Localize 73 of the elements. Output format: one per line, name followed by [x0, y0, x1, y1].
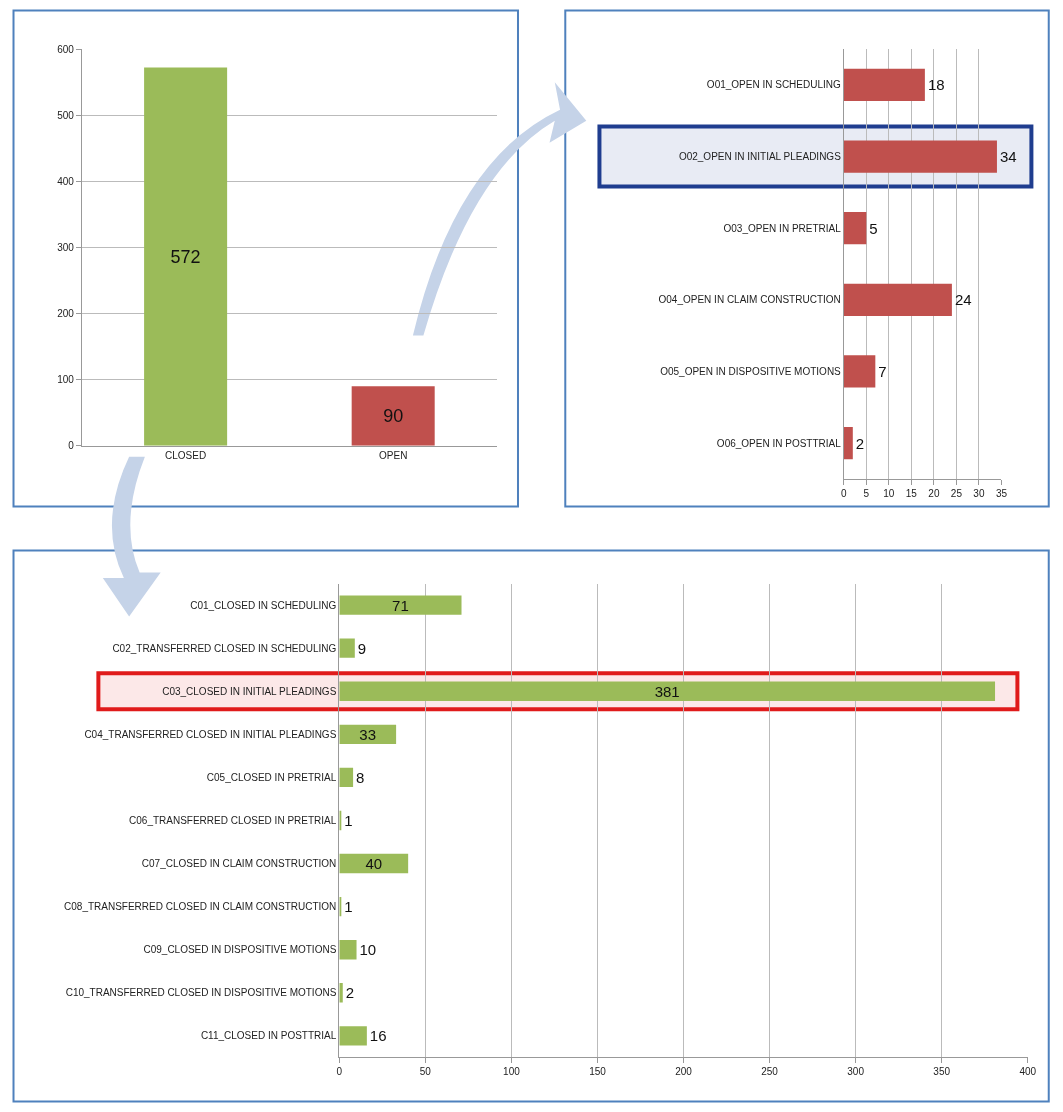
y-tick-label: O01_OPEN IN SCHEDULING: [706, 79, 842, 91]
bar: [843, 212, 867, 245]
y-tick-label: C06_TRANSFERRED CLOSED IN PRETRIAL: [129, 814, 337, 826]
data-label: 34: [999, 148, 1017, 166]
data-label: 1: [344, 898, 353, 916]
y-tick-label: O06_OPEN IN POSTTRIAL: [716, 437, 842, 449]
y-tick-label: O04_OPEN IN CLAIM CONSTRUCTION: [658, 294, 841, 306]
y-tick-label: 400: [57, 175, 75, 187]
bar: [339, 638, 355, 658]
y-tick-label: 300: [57, 241, 75, 253]
x-tick-label: 350: [933, 1066, 951, 1078]
y-tick-label: C01_CLOSED IN SCHEDULING: [190, 599, 337, 611]
data-label: 8: [356, 768, 365, 786]
x-tick-label: OPEN: [379, 449, 408, 461]
data-label: 71: [392, 596, 409, 614]
bar: [339, 681, 996, 701]
x-tick-label: 10: [883, 487, 895, 499]
y-tick-label: 100: [57, 374, 75, 386]
x-tick-label: 15: [905, 487, 918, 499]
x-tick-label: 100: [503, 1066, 521, 1078]
data-label: 33: [359, 725, 377, 743]
bar: [339, 940, 357, 960]
x-tick-label: 200: [675, 1066, 693, 1078]
data-label: 5: [869, 219, 878, 237]
y-tick-label: C11_CLOSED IN POSTTRIAL: [200, 1030, 337, 1042]
y-tick-label: O03_OPEN IN PRETRIAL: [723, 222, 842, 234]
bar: [843, 426, 853, 460]
data-label: 10: [359, 941, 377, 959]
data-label: 7: [878, 362, 887, 380]
x-tick-label: 50: [419, 1066, 432, 1078]
y-tick-label: C10_TRANSFERRED CLOSED IN DISPOSITIVE MOTIONS: [65, 987, 337, 999]
x-tick-label: 30: [973, 487, 985, 499]
y-tick-label: 200: [57, 308, 75, 320]
x-tick-label: 25: [950, 487, 963, 499]
data-label: 40: [365, 855, 383, 873]
y-tick-label: C02_TRANSFERRED CLOSED IN SCHEDULING: [112, 642, 337, 654]
bar: [843, 283, 952, 316]
y-tick-label: C05_CLOSED IN PRETRIAL: [206, 771, 337, 783]
data-label: 16: [369, 1027, 387, 1045]
y-tick-label: C04_TRANSFERRED CLOSED IN INITIAL PLEADINGS: [84, 728, 337, 740]
data-label: 18: [927, 76, 945, 94]
data-label: 381: [654, 682, 680, 700]
y-tick-label: 500: [57, 109, 75, 121]
bar: [339, 595, 462, 615]
x-tick-label: CLOSED: [165, 449, 207, 461]
bar: [843, 355, 876, 388]
y-tick-label: O02_OPEN IN INITIAL PLEADINGS: [678, 151, 842, 163]
y-tick-label: C09_CLOSED IN DISPOSITIVE MOTIONS: [143, 944, 337, 956]
bar: [339, 1026, 367, 1046]
x-tick-label: 5: [863, 487, 870, 499]
bar: [843, 140, 997, 173]
y-tick-label: C03_CLOSED IN INITIAL PLEADINGS: [162, 685, 337, 697]
data-label: 1: [344, 811, 353, 829]
x-tick-label: 250: [761, 1066, 779, 1078]
data-label: 90: [383, 406, 404, 427]
y-tick-label: 0: [68, 440, 75, 452]
data-label: 24: [954, 291, 972, 309]
x-tick-label: 20: [928, 487, 940, 499]
y-tick-label: 600: [57, 43, 75, 55]
x-tick-label: 400: [1019, 1066, 1037, 1078]
data-label: 2: [345, 984, 355, 1002]
data-label: 9: [357, 639, 367, 657]
y-tick-label: C07_CLOSED IN CLAIM CONSTRUCTION: [141, 858, 337, 870]
y-tick-label: O05_OPEN IN DISPOSITIVE MOTIONS: [660, 365, 842, 377]
bar: [339, 767, 354, 788]
y-tick-label: C08_TRANSFERRED CLOSED IN CLAIM CONSTRUCTION: [64, 901, 337, 913]
data-label: 2: [855, 434, 865, 452]
x-tick-label: 35: [995, 487, 1008, 499]
bar: [339, 853, 409, 874]
x-tick-label: 150: [589, 1066, 607, 1078]
bar: [843, 68, 925, 102]
x-tick-label: 300: [847, 1066, 865, 1078]
data-label: 572: [170, 246, 201, 267]
